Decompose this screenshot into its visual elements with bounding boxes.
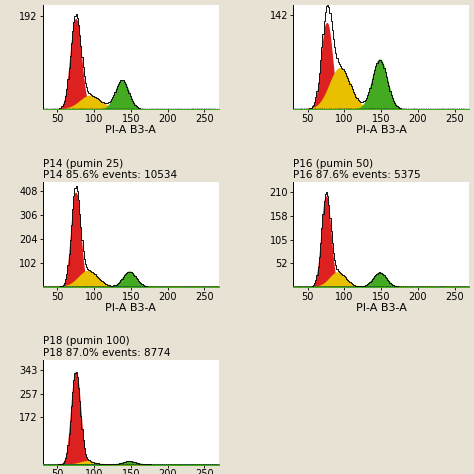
X-axis label: PI-A B3-A: PI-A B3-A [356,126,407,136]
X-axis label: PI-A B3-A: PI-A B3-A [356,303,407,313]
Text: P18 (pumin 100)
P18 87.0% events: 8774: P18 (pumin 100) P18 87.0% events: 8774 [43,336,170,358]
X-axis label: PI-A B3-A: PI-A B3-A [105,303,156,313]
Text: P14 (pumin 25)
P14 85.6% events: 10534: P14 (pumin 25) P14 85.6% events: 10534 [43,159,177,180]
Text: P16 (pumin 50)
P16 87.6% events: 5375: P16 (pumin 50) P16 87.6% events: 5375 [293,159,420,180]
X-axis label: PI-A B3-A: PI-A B3-A [105,126,156,136]
